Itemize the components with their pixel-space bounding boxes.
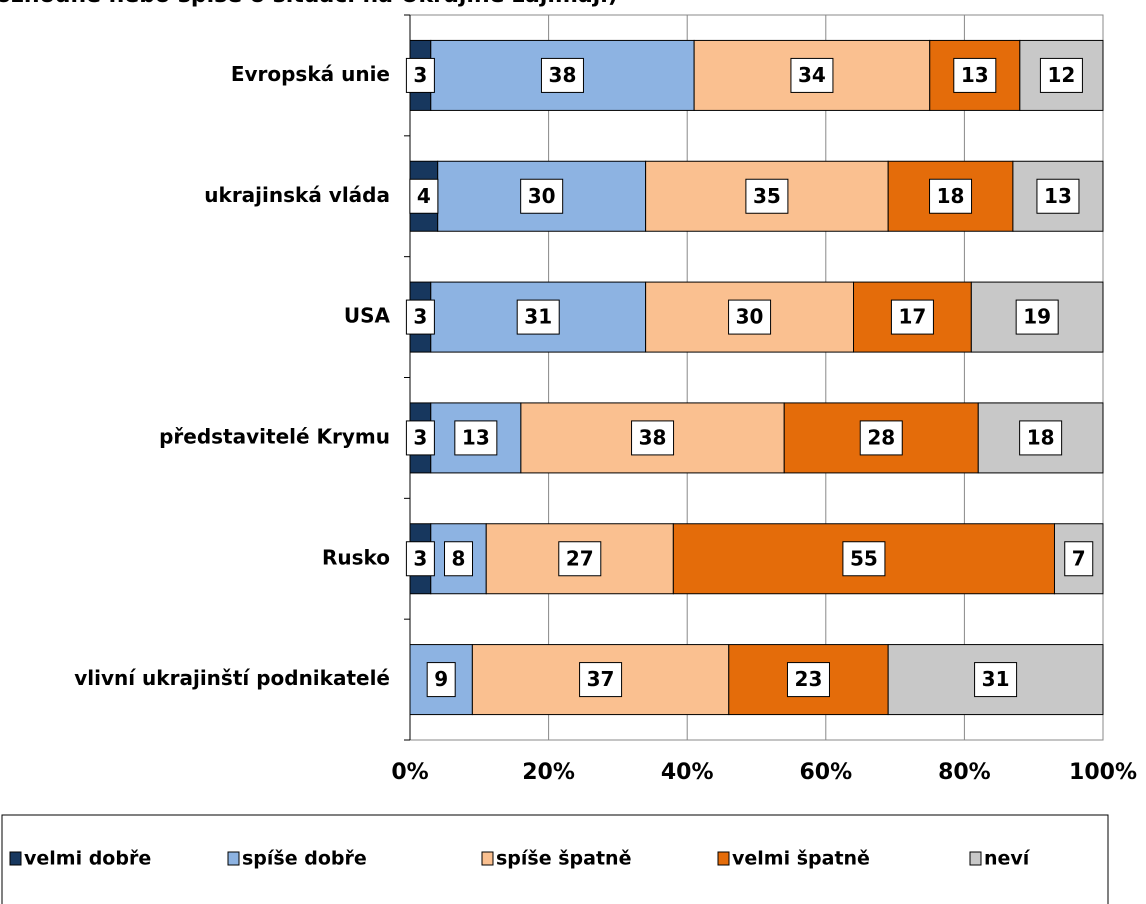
data-label: 34 bbox=[798, 63, 826, 87]
data-label: 30 bbox=[736, 305, 764, 329]
data-label: 38 bbox=[639, 425, 667, 449]
data-label: 3 bbox=[413, 425, 427, 449]
data-label-box bbox=[405, 299, 435, 335]
data-label: 8 bbox=[452, 546, 466, 570]
data-label: 28 bbox=[867, 425, 895, 449]
data-label-box bbox=[579, 662, 623, 698]
data-label-box bbox=[842, 541, 886, 577]
bar-segment bbox=[437, 160, 647, 232]
legend-label: spíše špatně bbox=[496, 848, 631, 870]
data-label-box bbox=[516, 299, 560, 335]
data-label-box bbox=[405, 57, 435, 93]
data-label: 9 bbox=[434, 667, 448, 691]
data-label-box bbox=[790, 57, 834, 93]
data-label: 3 bbox=[413, 305, 427, 329]
legend-label: neví bbox=[984, 848, 1031, 870]
data-label: 18 bbox=[1027, 425, 1055, 449]
bar-segment bbox=[728, 644, 889, 716]
data-label: 13 bbox=[462, 425, 490, 449]
data-label-box bbox=[426, 662, 456, 698]
legend-swatch bbox=[481, 851, 494, 866]
data-label: 30 bbox=[528, 184, 556, 208]
legend-swatch bbox=[969, 851, 982, 866]
legend-swatch bbox=[227, 851, 240, 866]
plot-area bbox=[409, 14, 1104, 741]
data-label-box bbox=[1039, 57, 1083, 93]
data-label: 31 bbox=[524, 305, 552, 329]
data-label-box bbox=[631, 420, 675, 456]
data-label: 4 bbox=[417, 184, 431, 208]
data-label: 7 bbox=[1072, 546, 1086, 570]
data-label-box bbox=[405, 420, 435, 456]
legend-label: velmi špatně bbox=[732, 848, 870, 870]
data-label-box bbox=[745, 178, 789, 214]
legend-swatch bbox=[717, 851, 730, 866]
data-label-box bbox=[558, 541, 602, 577]
data-label-box bbox=[1064, 541, 1094, 577]
x-tick-label: 100% bbox=[1069, 760, 1137, 785]
category-label: představitelé Krymu bbox=[159, 424, 390, 448]
data-label-box bbox=[409, 178, 439, 214]
chart-title: ozhodně nebo spíše o situaci na Ukrajině… bbox=[0, 0, 618, 8]
data-label-box bbox=[890, 299, 934, 335]
legend-box bbox=[1, 814, 1109, 904]
data-label: 3 bbox=[413, 546, 427, 570]
data-label-box bbox=[405, 541, 435, 577]
category-label: Evropská unie bbox=[231, 62, 390, 86]
data-label-box bbox=[1015, 299, 1059, 335]
x-tick-label: 20% bbox=[522, 760, 575, 785]
data-label-box bbox=[786, 662, 830, 698]
data-label-box bbox=[953, 57, 997, 93]
data-label: 35 bbox=[753, 184, 781, 208]
data-label: 13 bbox=[1044, 184, 1072, 208]
data-label: 3 bbox=[413, 63, 427, 87]
data-label: 18 bbox=[937, 184, 965, 208]
legend-label: velmi dobře bbox=[24, 848, 151, 870]
category-label: ukrajinská vláda bbox=[204, 183, 390, 207]
data-label-box bbox=[728, 299, 772, 335]
data-label: 23 bbox=[795, 667, 823, 691]
category-label: USA bbox=[344, 304, 391, 328]
data-label-box bbox=[520, 178, 564, 214]
legend-swatch bbox=[9, 851, 22, 866]
data-label: 31 bbox=[982, 667, 1010, 691]
data-label-box bbox=[974, 662, 1018, 698]
data-label: 19 bbox=[1023, 305, 1051, 329]
data-label-box bbox=[859, 420, 903, 456]
legend-label: spíše dobře bbox=[242, 848, 367, 870]
data-label: 12 bbox=[1047, 63, 1075, 87]
data-label: 17 bbox=[899, 305, 927, 329]
data-label: 55 bbox=[850, 546, 878, 570]
x-tick-label: 80% bbox=[938, 760, 991, 785]
data-label-box bbox=[540, 57, 584, 93]
data-label-box bbox=[454, 420, 498, 456]
data-label: 37 bbox=[587, 667, 615, 691]
category-label: Rusko bbox=[322, 545, 390, 569]
x-tick-label: 0% bbox=[391, 760, 428, 785]
data-label-box bbox=[929, 178, 973, 214]
data-label: 13 bbox=[961, 63, 989, 87]
data-label: 38 bbox=[549, 63, 577, 87]
x-tick-label: 40% bbox=[661, 760, 714, 785]
x-tick-label: 60% bbox=[799, 760, 852, 785]
category-label: vlivní ukrajinští podnikatelé bbox=[74, 666, 390, 690]
data-label-box bbox=[1036, 178, 1080, 214]
data-label: 27 bbox=[566, 546, 594, 570]
data-label-box bbox=[1019, 420, 1063, 456]
data-label-box bbox=[444, 541, 474, 577]
